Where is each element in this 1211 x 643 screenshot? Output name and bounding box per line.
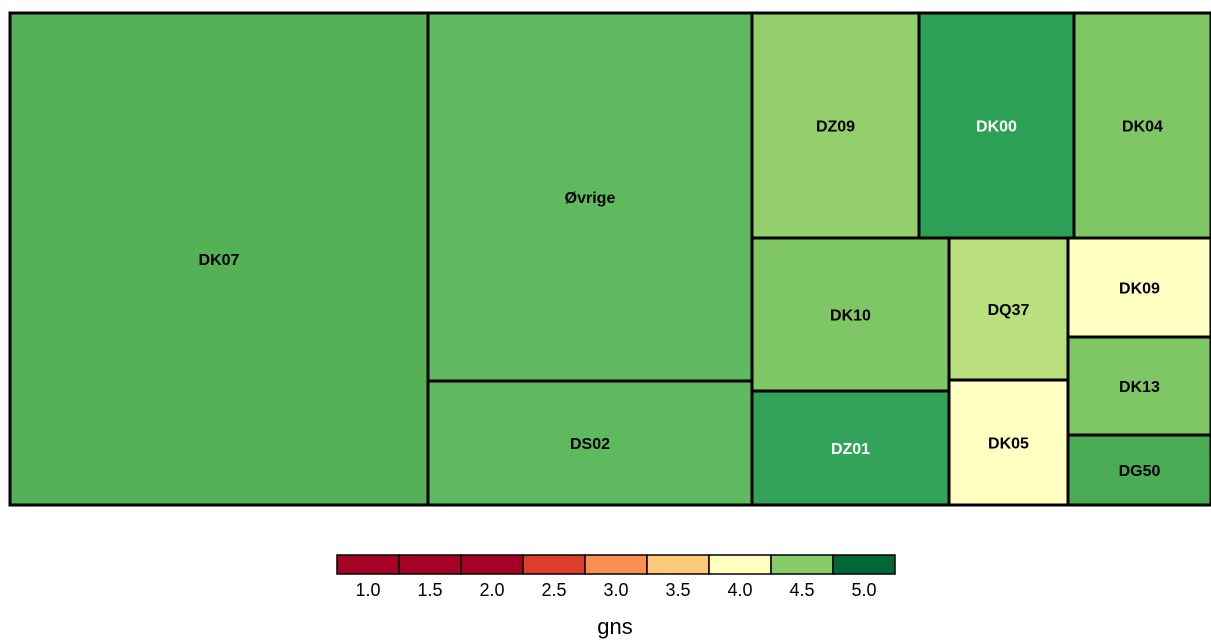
treemap-cell-label: DK00 xyxy=(976,119,1017,136)
legend-tick-label: 3.5 xyxy=(665,580,690,600)
legend-swatch xyxy=(336,554,400,575)
treemap-cell-dk09 xyxy=(1066,236,1211,339)
treemap-cell-dg50 xyxy=(1066,433,1211,507)
treemap-cell-label: DK10 xyxy=(830,308,871,325)
treemap-cell-label: DK05 xyxy=(988,436,1029,453)
legend-tick-label: 4.0 xyxy=(727,580,752,600)
color-legend: 1.0 1.5 2.0 2.5 3.0 3.5 4.0 4.5 5.0 xyxy=(336,554,896,600)
legend-title: gns xyxy=(597,614,632,639)
treemap-cell-dk13 xyxy=(1066,335,1211,437)
treemap-cell-label: DG50 xyxy=(1119,463,1161,480)
treemap-cell-dk10 xyxy=(750,236,951,393)
legend-swatch xyxy=(398,554,462,575)
treemap-cell-label: DZ09 xyxy=(816,119,855,136)
legend-swatch xyxy=(646,554,710,575)
legend-tick-label: 1.5 xyxy=(417,580,442,600)
treemap-cell-dk07 xyxy=(8,11,430,507)
treemap-cell-dk04 xyxy=(1072,11,1211,240)
treemap-cells: DK07 Øvrige DS02 DZ09 DK00 DK04 DK10 DQ37 DK09 DZ… xyxy=(8,11,1211,507)
treemap-cell-øvrige xyxy=(426,11,754,383)
treemap-cell-dz09 xyxy=(750,11,921,240)
treemap-cell-label: Øvrige xyxy=(565,190,616,207)
legend-tick-label: 5.0 xyxy=(851,580,876,600)
treemap-cell-label: DK04 xyxy=(1122,119,1163,136)
legend-swatch xyxy=(522,554,586,575)
treemap-cell-label: DZ01 xyxy=(831,441,870,458)
legend-tick-label: 1.0 xyxy=(355,580,380,600)
legend-tick-label: 4.5 xyxy=(789,580,814,600)
treemap-cell-label: DK07 xyxy=(199,252,240,269)
legend-swatch xyxy=(708,554,772,575)
legend-swatch xyxy=(770,554,834,575)
legend-swatch xyxy=(584,554,648,575)
legend-swatch xyxy=(832,554,896,575)
treemap-cell-dk05 xyxy=(947,378,1070,507)
treemap-cell-label: DK13 xyxy=(1119,379,1160,396)
treemap-cell-label: DQ37 xyxy=(988,302,1030,319)
legend-swatch xyxy=(460,554,524,575)
treemap-cell-dz01 xyxy=(750,389,951,507)
legend-tick-label: 2.5 xyxy=(541,580,566,600)
treemap-cell-label: DS02 xyxy=(570,436,610,453)
legend-tick-label: 2.0 xyxy=(479,580,504,600)
treemap-cell-label: DK09 xyxy=(1119,281,1160,298)
legend-tick-label: 3.0 xyxy=(603,580,628,600)
treemap-cell-ds02 xyxy=(426,379,754,507)
